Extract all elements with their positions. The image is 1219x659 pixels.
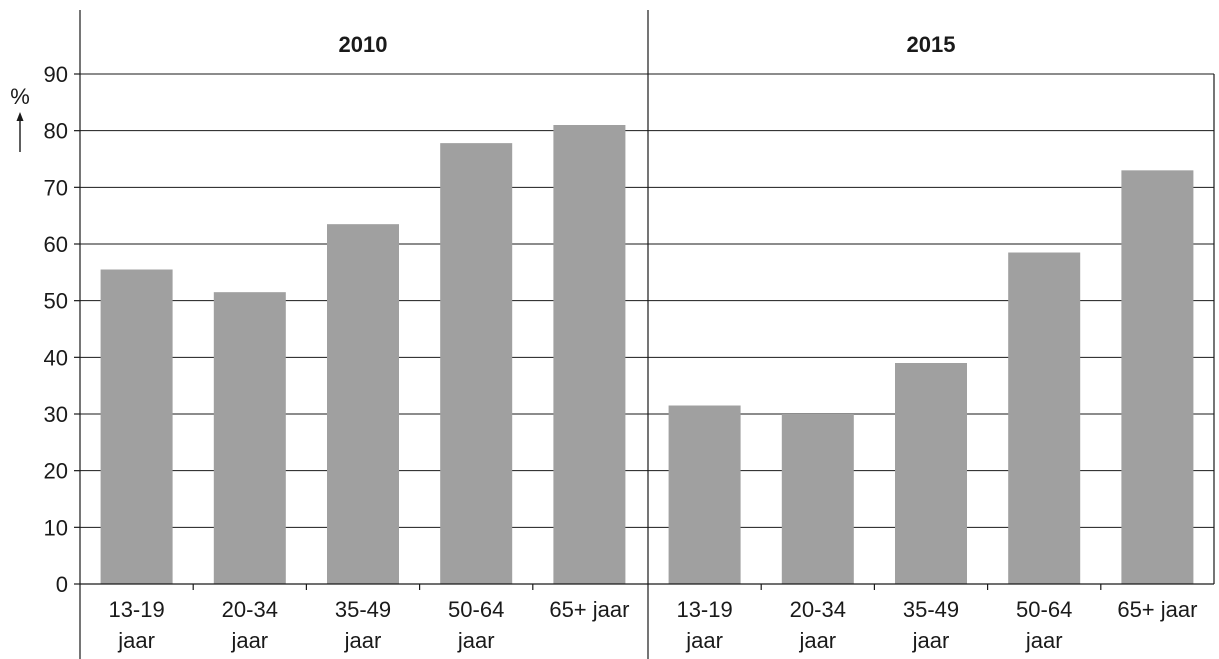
y-tick-label: 70 xyxy=(44,175,68,200)
category-label-line1: 65+ jaar xyxy=(549,597,629,622)
bar xyxy=(668,405,741,584)
bar xyxy=(327,224,399,584)
bar xyxy=(1008,252,1081,584)
y-tick-label: 50 xyxy=(44,289,68,314)
category-label-line2: jaar xyxy=(117,628,155,653)
y-tick-label: 40 xyxy=(44,345,68,370)
panel-title: 2015 xyxy=(907,32,956,57)
category-label-line1: 20-34 xyxy=(790,597,846,622)
y-tick-label: 60 xyxy=(44,232,68,257)
category-label-line1: 13-19 xyxy=(108,597,164,622)
category-label-line2: jaar xyxy=(344,628,382,653)
bar xyxy=(781,414,854,584)
bar xyxy=(895,363,967,584)
category-label-line2: jaar xyxy=(912,628,950,653)
category-label-line2: jaar xyxy=(230,628,268,653)
y-tick-label: 20 xyxy=(44,459,68,484)
category-label-line1: 35-49 xyxy=(903,597,959,622)
category-label-line1: 20-34 xyxy=(222,597,278,622)
bar xyxy=(213,292,286,584)
y-ticks: 0 10 20 30 40 50 60 70 80 90 xyxy=(44,62,80,597)
category-label-line1: 65+ jaar xyxy=(1117,597,1197,622)
category-label-line2: jaar xyxy=(798,628,836,653)
y-tick-label: 0 xyxy=(56,572,68,597)
bar xyxy=(440,143,513,584)
y-tick-label: 90 xyxy=(44,62,68,87)
y-axis-arrow-icon xyxy=(16,112,24,152)
bar xyxy=(1121,170,1194,585)
x-ticks xyxy=(192,584,1102,590)
y-axis-unit-label: % xyxy=(10,84,30,109)
category-label-line2: jaar xyxy=(457,628,495,653)
category-label-line1: 35-49 xyxy=(335,597,391,622)
y-tick-label: 30 xyxy=(44,402,68,427)
category-label-line1: 13-19 xyxy=(676,597,732,622)
panel-title: 2010 xyxy=(339,32,388,57)
category-label-line2: jaar xyxy=(1025,628,1063,653)
y-tick-label: 10 xyxy=(44,515,68,540)
category-label-line1: 50-64 xyxy=(448,597,504,622)
category-label-line2: jaar xyxy=(685,628,723,653)
bar xyxy=(553,125,626,584)
y-tick-label: 80 xyxy=(44,119,68,144)
labels: 2010 13-19 jaar 20-34 jaar 35-49 jaar 50-64 jaar… xyxy=(108,32,1197,653)
category-label-line1: 50-64 xyxy=(1016,597,1072,622)
frame xyxy=(79,10,1215,659)
bars xyxy=(100,125,1194,585)
bar xyxy=(100,269,173,584)
